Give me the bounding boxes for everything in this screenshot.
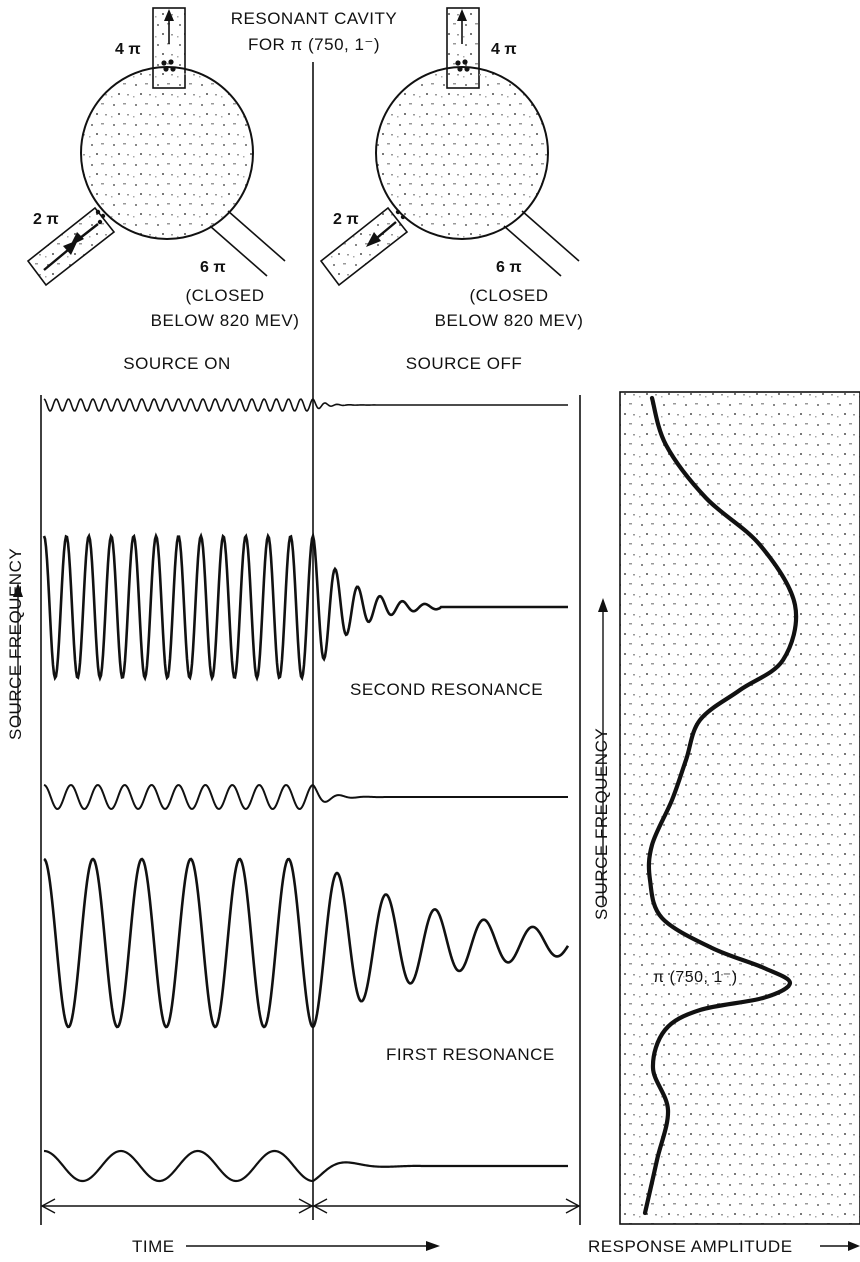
trace-bottom (43, 1149, 568, 1183)
time-axis-arrowhead (426, 1241, 440, 1251)
source-off-label: SOURCE OFF (406, 354, 522, 373)
cavity-source-off (319, 7, 580, 287)
trace-middle (43, 783, 568, 811)
time-panel-y-arrowhead (13, 583, 23, 597)
response-x-axis-arrowhead (848, 1241, 860, 1251)
trace-first (43, 857, 570, 1029)
response-curve (642, 395, 799, 1216)
response-x-axis-label: RESPONSE AMPLITUDE (588, 1237, 793, 1256)
second-resonance-label: SECOND RESONANCE (350, 680, 543, 699)
time-span-arrows (40, 1198, 581, 1214)
time-axis-label: TIME (132, 1237, 175, 1256)
closed-note-right-line1: (CLOSED (469, 286, 548, 305)
cavity-title-line2: FOR π (750, 1⁻) (248, 35, 380, 54)
closed-note-left-line1: (CLOSED (185, 286, 264, 305)
response-panel (619, 391, 860, 1225)
channel-2pi-left: 2 π (33, 211, 59, 228)
channel-6pi-left: 6 π (200, 259, 226, 276)
channel-6pi-right: 6 π (496, 259, 522, 276)
trace-second (42, 531, 568, 682)
closed-note-left-line2: BELOW 820 MEV) (151, 311, 300, 330)
oscillation-traces (42, 397, 570, 1183)
first-resonance-label: FIRST RESONANCE (386, 1045, 555, 1064)
trace-top (43, 397, 568, 413)
response-y-axis-label: SOURCE FREQUENCY (592, 728, 611, 920)
channel-4pi-left: 4 π (115, 41, 141, 58)
channel-4pi-right: 4 π (491, 41, 517, 58)
cavity-title-line1: RESONANT CAVITY (231, 9, 398, 28)
cavity-source-on (26, 7, 286, 287)
response-y-arrowhead (598, 598, 608, 612)
time-panel-y-axis-label: SOURCE FREQUENCY (6, 548, 25, 740)
response-peak-label: π (750, 1⁻) (653, 969, 738, 986)
channel-2pi-right: 2 π (333, 211, 359, 228)
source-on-label: SOURCE ON (123, 354, 230, 373)
closed-note-right-line2: BELOW 820 MEV) (435, 311, 584, 330)
